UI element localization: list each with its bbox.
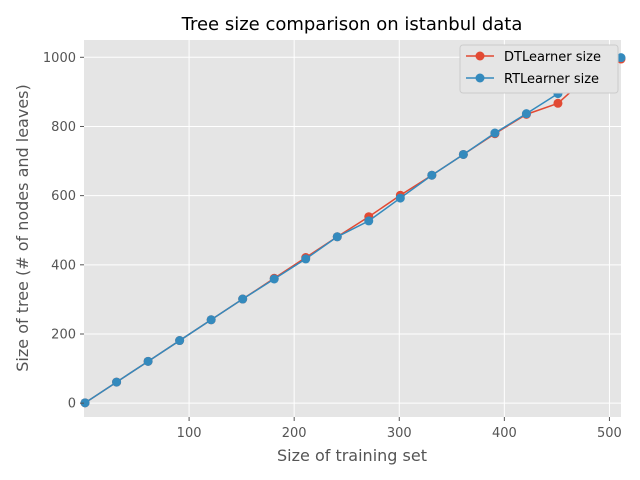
legend-marker-rtlearner: [475, 73, 485, 83]
data-point: [616, 53, 626, 63]
legend: DTLearner size RTLearner size: [459, 44, 619, 94]
data-point: [80, 398, 90, 408]
data-point: [458, 149, 468, 159]
data-point: [490, 128, 500, 138]
y-axis-label: Size of tree (# of nodes and leaves): [13, 84, 32, 371]
data-point: [206, 315, 216, 325]
legend-label-rtlearner: RTLearner size: [504, 72, 599, 87]
data-point: [364, 216, 374, 226]
data-point: [143, 356, 153, 366]
x-tick-label: 500: [597, 426, 622, 441]
y-tick-label: 0: [68, 397, 76, 412]
x-tick-label: 400: [492, 426, 517, 441]
y-tick-label: 800: [51, 120, 76, 135]
data-point: [427, 170, 437, 180]
y-tick-label: 1000: [43, 51, 76, 66]
series-line-rtlearner-size: [84, 56, 622, 404]
data-point: [521, 109, 531, 119]
data-point: [332, 232, 342, 242]
legend-label-dtlearner: DTLearner size: [504, 50, 601, 65]
x-tick-label: 300: [387, 426, 412, 441]
data-point: [301, 254, 311, 264]
legend-marker-dtlearner: [475, 51, 485, 61]
data-point: [269, 274, 279, 284]
y-tick-label: 200: [51, 327, 76, 342]
data-point: [238, 294, 248, 304]
x-tick-label: 200: [282, 426, 307, 441]
chart-title: Tree size comparison on istanbul data: [181, 14, 523, 35]
series-layer: [80, 53, 626, 408]
series-rtlearner-size: [80, 53, 626, 408]
data-point: [395, 193, 405, 203]
data-point: [112, 377, 122, 387]
x-axis-label: Size of training set: [277, 446, 427, 465]
data-point: [553, 98, 563, 108]
data-point: [175, 336, 185, 346]
x-tick-label: 100: [177, 426, 202, 441]
y-tick-label: 600: [51, 189, 76, 204]
tick-labels: 100 200 300 400 500 0 200 400 600 800 1000: [43, 51, 622, 441]
y-tick-label: 400: [51, 258, 76, 273]
legend-box: [459, 44, 619, 94]
